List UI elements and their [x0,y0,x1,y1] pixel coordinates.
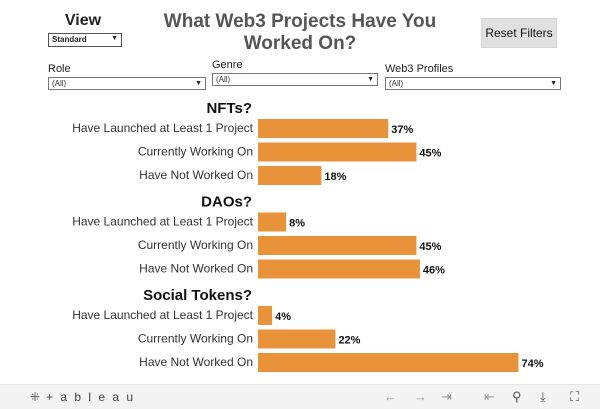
category-label: Currently Working On [138,145,253,159]
value-label: 4% [275,311,291,323]
chevron-down-icon: ▼ [111,35,118,42]
tableau-logo-icon: ⁜ [30,390,43,404]
filter-role-value: (All) [52,79,67,88]
view-select[interactable]: Standard ▼ [48,33,122,47]
category-label: Have Launched at Least 1 Project [72,121,253,135]
filter-genre-value: (All) [216,75,231,84]
bar[interactable] [258,212,287,232]
view-label: View [64,12,102,29]
section-title: Social Tokens? [143,287,252,304]
bar[interactable] [258,329,336,349]
tableau-logo-text: + a b l e a u [46,390,136,404]
category-label: Have Not Worked On [139,262,253,276]
view-control: View Standard ▼ [48,12,128,47]
filter-genre-label: Genre [212,59,243,71]
view-select-value: Standard [52,35,87,44]
bar[interactable] [258,306,273,325]
chevron-down-icon: ▼ [195,80,202,87]
filter-web3-profiles-select[interactable]: (All) ▼ [385,77,561,90]
value-label: 74% [521,358,543,370]
share-icon[interactable]: ⚲ [512,389,522,404]
category-label: Currently Working On [138,332,253,346]
bar[interactable] [258,259,420,279]
bar[interactable] [258,166,322,185]
value-label: 37% [391,124,413,136]
chevron-down-icon: ▼ [550,80,557,87]
fullscreen-icon[interactable]: ⛶ [570,389,580,404]
bar[interactable] [258,119,389,138]
filter-web3-profiles-label: Web3 Profiles [385,63,454,75]
filter-role: Role (All) ▼ [48,63,206,90]
back-to-start-icon[interactable]: ⇤ [484,389,495,404]
value-label: 45% [419,148,441,160]
bar[interactable] [258,353,519,372]
value-label: 46% [423,265,445,277]
revert-icon[interactable]: ⇥ [441,389,452,404]
redo-icon[interactable]: → [414,389,427,404]
value-label: 45% [419,241,441,253]
filter-genre: Genre (All) ▼ [212,59,378,86]
chevron-down-icon: ▼ [367,76,374,83]
bar-chart: NFTs? Have Launched at Least 1 Project 37%… [72,100,544,372]
download-icon[interactable]: ⤓ [540,389,546,404]
filter-genre-select[interactable]: (All) ▼ [212,73,378,86]
section-title: DAOs? [201,194,252,211]
filter-web3-profiles: Web3 Profiles (All) ▼ [385,63,561,90]
category-label: Have Not Worked On [139,355,253,369]
reset-filters-button[interactable]: Reset Filters [481,18,557,48]
filter-role-label: Role [48,63,71,75]
filter-role-select[interactable]: (All) ▼ [48,77,206,90]
section-title: NFTs? [206,100,252,117]
category-label: Have Launched at Least 1 Project [72,215,253,229]
value-label: 18% [324,171,346,183]
bar[interactable] [258,236,417,255]
filter-web3-profiles-value: (All) [389,79,404,88]
value-label: 22% [338,335,360,347]
value-label: 8% [289,218,305,230]
bar[interactable] [258,142,417,162]
category-label: Have Not Worked On [139,168,253,182]
tableau-toolbar: ⁜ + a b l e a u ← → ⇥ ⇤ ⚲ ⤓ ⛶ [0,384,600,409]
tableau-logo[interactable]: ⁜ + a b l e a u [30,390,135,404]
category-label: Currently Working On [138,238,253,252]
category-label: Have Launched at Least 1 Project [72,308,253,322]
page-title: What Web3 Projects Have You Worked On? [163,11,437,54]
undo-icon[interactable]: ← [384,389,397,404]
